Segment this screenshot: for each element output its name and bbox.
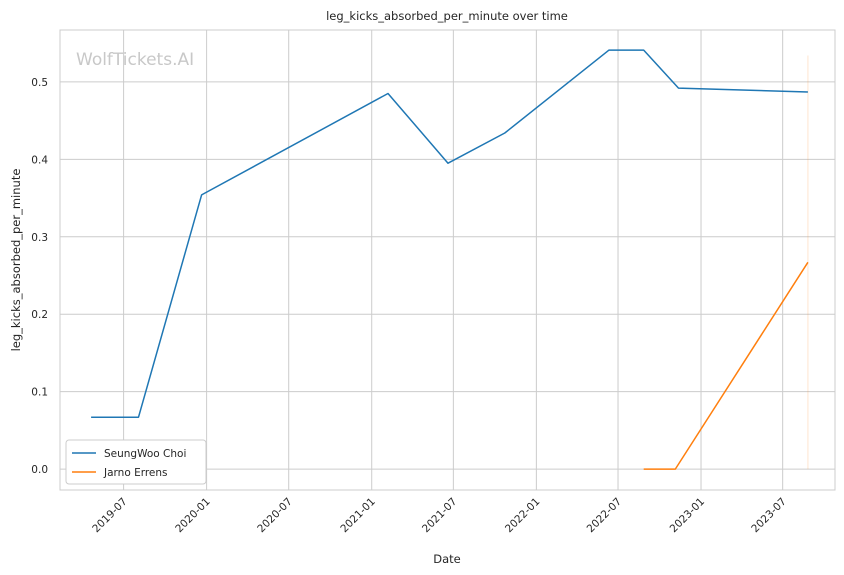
y-axis-label: leg_kicks_absorbed_per_minute — [9, 169, 23, 352]
series-line-1 — [91, 49, 808, 418]
x-axis-label: Date — [433, 552, 461, 566]
x-tick-labels: 2019-07 2020-01 2020-07 2021-01 2021-07 2022-… — [90, 496, 789, 536]
y-tick-label: 0.4 — [31, 154, 48, 166]
x-tick-label: 2021-01 — [338, 496, 378, 536]
x-tick-label: 2022-07 — [585, 496, 625, 536]
x-tick-label: 2023-01 — [668, 496, 708, 536]
y-tick-label: 0.2 — [31, 309, 48, 321]
x-tick-label: 2023-07 — [749, 496, 789, 536]
legend-label: Jarno Errens — [103, 467, 168, 479]
series-lines — [91, 49, 809, 470]
legend-box — [65, 439, 207, 485]
watermark: WolfTickets.AI — [76, 50, 194, 70]
x-tick-label: 2020-07 — [255, 496, 295, 536]
x-tick-label: 2021-07 — [420, 496, 460, 536]
gridlines — [60, 30, 835, 490]
legend-label: SeungWoo Choi — [104, 448, 186, 460]
plot-frame — [59, 29, 836, 491]
chart-title: leg_kicks_absorbed_per_minute over time — [326, 9, 568, 23]
y-tick-label: 0.1 — [31, 387, 48, 399]
x-tick-label: 2020-01 — [173, 496, 213, 536]
series-line-2 — [643, 261, 809, 470]
x-tick-label: 2022-01 — [503, 496, 543, 536]
legend: SeungWoo Choi Jarno Errens — [65, 439, 207, 485]
x-tick-label: 2019-07 — [90, 496, 130, 536]
y-tick-label: 0.0 — [31, 464, 48, 476]
y-tick-labels: 0.0 0.1 0.2 0.3 0.4 0.5 — [31, 77, 48, 476]
y-tick-label: 0.5 — [31, 77, 48, 89]
y-tick-label: 0.3 — [31, 232, 48, 244]
